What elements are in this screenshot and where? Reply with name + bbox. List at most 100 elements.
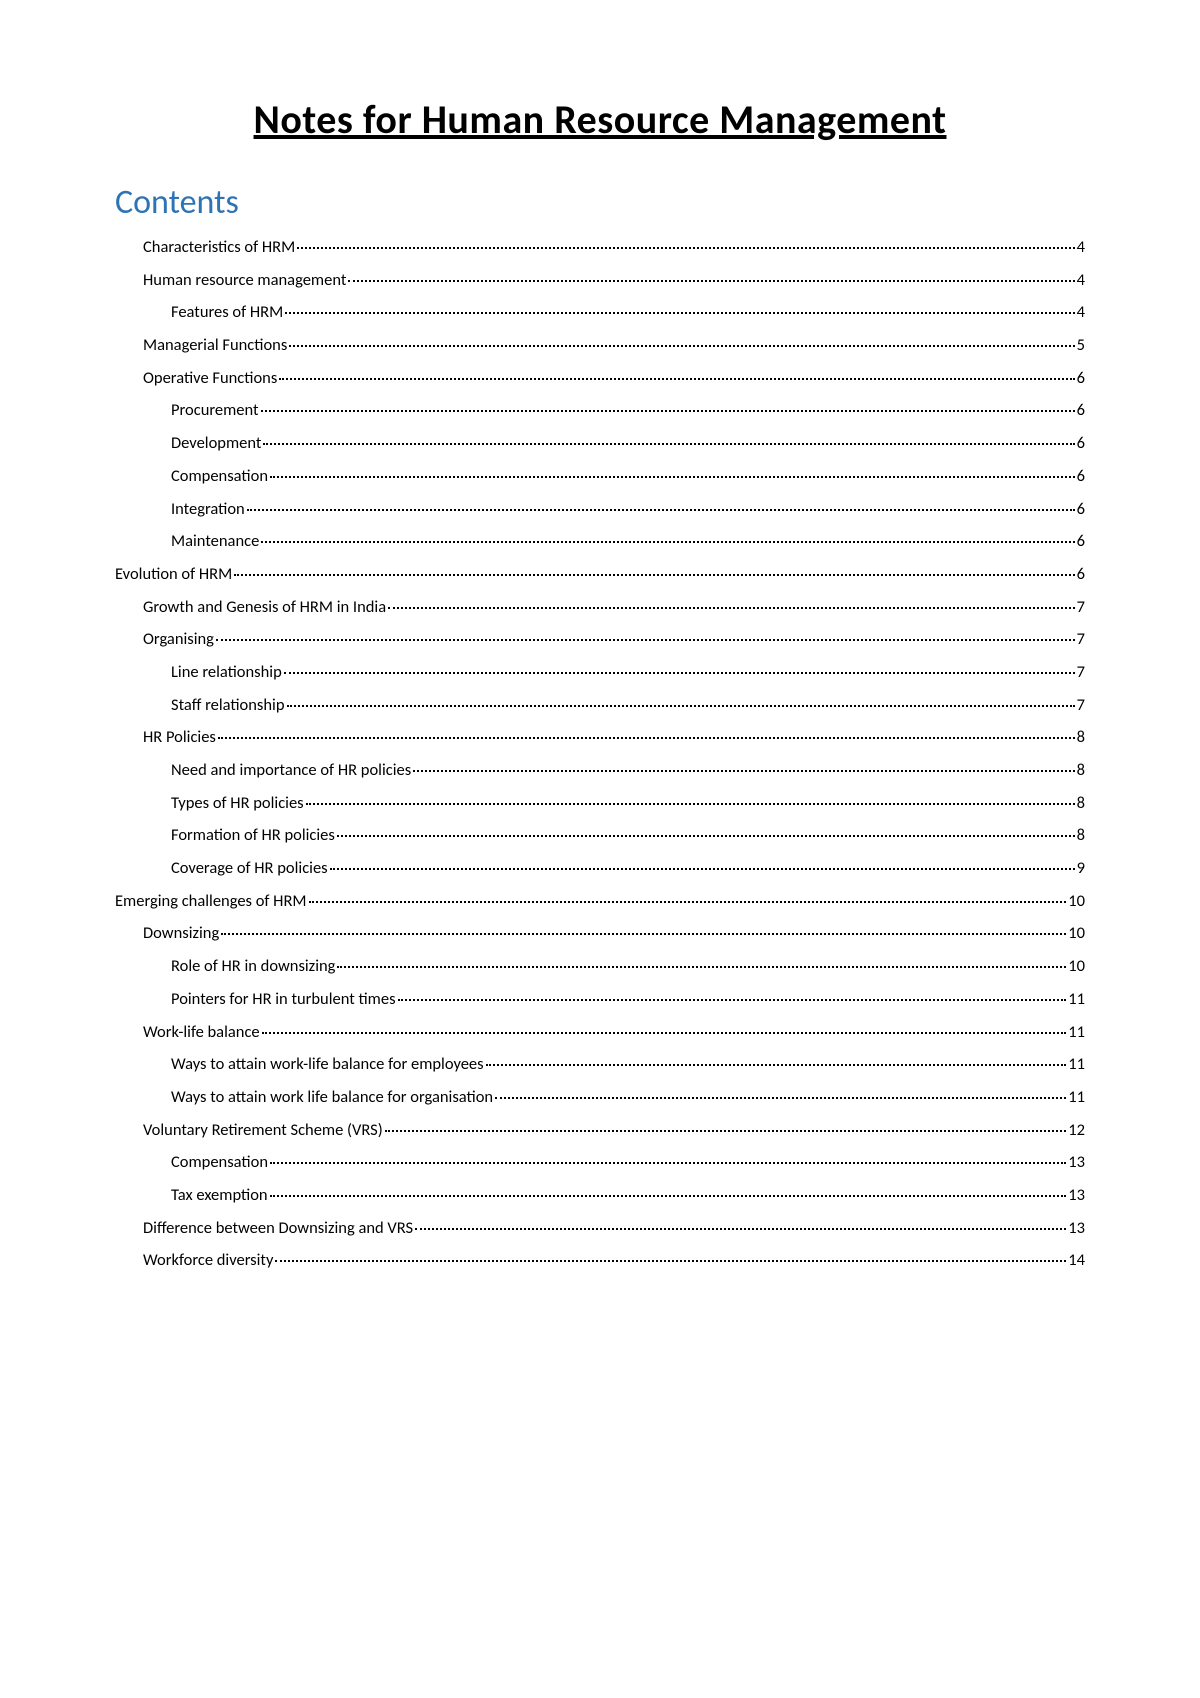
toc-leader-dots bbox=[284, 672, 1075, 674]
toc-entry-page: 13 bbox=[1068, 1154, 1085, 1171]
toc-entry-label: Managerial Functions bbox=[143, 337, 287, 354]
toc-leader-dots bbox=[495, 1097, 1066, 1099]
toc-entry-label: Role of HR in downsizing bbox=[171, 958, 335, 975]
toc-entry-label: Work-life balance bbox=[143, 1024, 260, 1041]
contents-heading: Contents bbox=[115, 182, 1085, 223]
toc-entry-label: Formation of HR policies bbox=[171, 827, 335, 844]
toc-leader-dots bbox=[247, 509, 1075, 511]
toc-entry: Pointers for HR in turbulent times 11 bbox=[115, 991, 1085, 1008]
toc-entry: Integration6 bbox=[115, 501, 1085, 518]
toc-leader-dots bbox=[285, 312, 1074, 314]
document-title: Notes for Human Resource Management bbox=[115, 95, 1085, 144]
toc-leader-dots bbox=[216, 639, 1075, 641]
toc-entry: Organising 7 bbox=[115, 631, 1085, 648]
toc-entry: Emerging challenges of HRM 10 bbox=[115, 893, 1085, 910]
toc-entry-label: Organising bbox=[143, 631, 214, 648]
toc-entry-label: Ways to attain work life balance for org… bbox=[171, 1089, 493, 1106]
toc-entry-page: 13 bbox=[1068, 1187, 1085, 1204]
toc-entry-page: 5 bbox=[1077, 337, 1085, 354]
toc-entry-page: 6 bbox=[1077, 501, 1085, 518]
toc-entry: Need and importance of HR policies8 bbox=[115, 762, 1085, 779]
toc-entry: Difference between Downsizing and VRS 13 bbox=[115, 1220, 1085, 1237]
toc-entry: Ways to attain work-life balance for emp… bbox=[115, 1056, 1085, 1073]
toc-entry-label: Coverage of HR policies bbox=[171, 860, 328, 877]
toc-entry-page: 8 bbox=[1077, 729, 1085, 746]
toc-entry-label: Growth and Genesis of HRM in India bbox=[143, 599, 386, 616]
toc-entry: Coverage of HR policies 9 bbox=[115, 860, 1085, 877]
toc-entry: HR Policies 8 bbox=[115, 729, 1085, 746]
toc-entry-page: 6 bbox=[1077, 435, 1085, 452]
toc-leader-dots bbox=[388, 607, 1075, 609]
toc-entry-page: 11 bbox=[1068, 991, 1085, 1008]
toc-leader-dots bbox=[415, 1228, 1066, 1230]
toc-entry-page: 6 bbox=[1077, 370, 1085, 387]
toc-entry-label: Downsizing bbox=[143, 925, 219, 942]
toc-entry-page: 4 bbox=[1077, 239, 1085, 256]
toc-entry-label: Procurement bbox=[171, 402, 259, 419]
toc-leader-dots bbox=[234, 574, 1074, 576]
toc-entry-label: Features of HRM bbox=[171, 304, 283, 321]
toc-leader-dots bbox=[221, 933, 1066, 935]
toc-entry-label: Types of HR policies bbox=[171, 795, 304, 812]
toc-leader-dots bbox=[275, 1260, 1066, 1262]
toc-entry-label: Pointers for HR in turbulent times bbox=[171, 991, 396, 1008]
toc-entry-page: 4 bbox=[1077, 272, 1085, 289]
toc-entry: Tax exemption13 bbox=[115, 1187, 1085, 1204]
toc-entry-page: 9 bbox=[1077, 860, 1085, 877]
toc-leader-dots bbox=[337, 966, 1066, 968]
toc-entry-page: 10 bbox=[1068, 958, 1085, 975]
toc-entry: Role of HR in downsizing 10 bbox=[115, 958, 1085, 975]
toc-leader-dots bbox=[297, 247, 1074, 249]
table-of-contents: Characteristics of HRM4 Human resource ma… bbox=[115, 239, 1085, 1269]
toc-leader-dots bbox=[306, 803, 1075, 805]
toc-leader-dots bbox=[270, 1162, 1066, 1164]
toc-entry: Features of HRM 4 bbox=[115, 304, 1085, 321]
toc-entry-page: 7 bbox=[1077, 631, 1085, 648]
toc-leader-dots bbox=[263, 443, 1074, 445]
toc-leader-dots bbox=[398, 999, 1067, 1001]
toc-leader-dots bbox=[289, 345, 1074, 347]
toc-entry-page: 4 bbox=[1077, 304, 1085, 321]
toc-leader-dots bbox=[270, 476, 1075, 478]
toc-leader-dots bbox=[486, 1064, 1067, 1066]
toc-entry-label: Workforce diversity bbox=[143, 1252, 273, 1269]
toc-entry: Staff relationship 7 bbox=[115, 697, 1085, 714]
toc-entry-label: Compensation bbox=[171, 1154, 268, 1171]
toc-entry-page: 7 bbox=[1077, 697, 1085, 714]
toc-entry-label: Evolution of HRM bbox=[115, 566, 232, 583]
toc-entry: Operative Functions6 bbox=[115, 370, 1085, 387]
toc-entry: Workforce diversity14 bbox=[115, 1252, 1085, 1269]
toc-entry: Voluntary Retirement Scheme (VRS)12 bbox=[115, 1122, 1085, 1139]
toc-entry-page: 11 bbox=[1068, 1089, 1085, 1106]
toc-entry-page: 12 bbox=[1068, 1122, 1085, 1139]
toc-entry: Human resource management4 bbox=[115, 272, 1085, 289]
toc-entry-label: Emerging challenges of HRM bbox=[115, 893, 307, 910]
toc-entry: Types of HR policies 8 bbox=[115, 795, 1085, 812]
toc-entry-label: Difference between Downsizing and VRS bbox=[143, 1220, 413, 1237]
toc-entry-page: 13 bbox=[1068, 1220, 1085, 1237]
toc-entry: Maintenance6 bbox=[115, 533, 1085, 550]
toc-entry-page: 8 bbox=[1077, 795, 1085, 812]
toc-entry-label: Line relationship bbox=[171, 664, 282, 681]
toc-entry-label: Ways to attain work-life balance for emp… bbox=[171, 1056, 484, 1073]
toc-entry: Growth and Genesis of HRM in India7 bbox=[115, 599, 1085, 616]
toc-entry-label: Need and importance of HR policies bbox=[171, 762, 411, 779]
toc-entry-page: 6 bbox=[1077, 566, 1085, 583]
toc-entry: Managerial Functions 5 bbox=[115, 337, 1085, 354]
toc-entry: Line relationship7 bbox=[115, 664, 1085, 681]
toc-entry-page: 6 bbox=[1077, 468, 1085, 485]
toc-leader-dots bbox=[287, 705, 1075, 707]
toc-leader-dots bbox=[413, 770, 1074, 772]
toc-entry-label: Staff relationship bbox=[171, 697, 285, 714]
toc-leader-dots bbox=[261, 410, 1075, 412]
toc-entry-page: 6 bbox=[1077, 533, 1085, 550]
toc-entry-page: 10 bbox=[1068, 893, 1085, 910]
toc-entry: Compensation 13 bbox=[115, 1154, 1085, 1171]
toc-entry: Characteristics of HRM4 bbox=[115, 239, 1085, 256]
toc-leader-dots bbox=[348, 280, 1074, 282]
toc-entry-label: Development bbox=[171, 435, 261, 452]
toc-leader-dots bbox=[261, 541, 1074, 543]
toc-entry: Development 6 bbox=[115, 435, 1085, 452]
toc-entry: Ways to attain work life balance for org… bbox=[115, 1089, 1085, 1106]
toc-entry-label: HR Policies bbox=[143, 729, 216, 746]
